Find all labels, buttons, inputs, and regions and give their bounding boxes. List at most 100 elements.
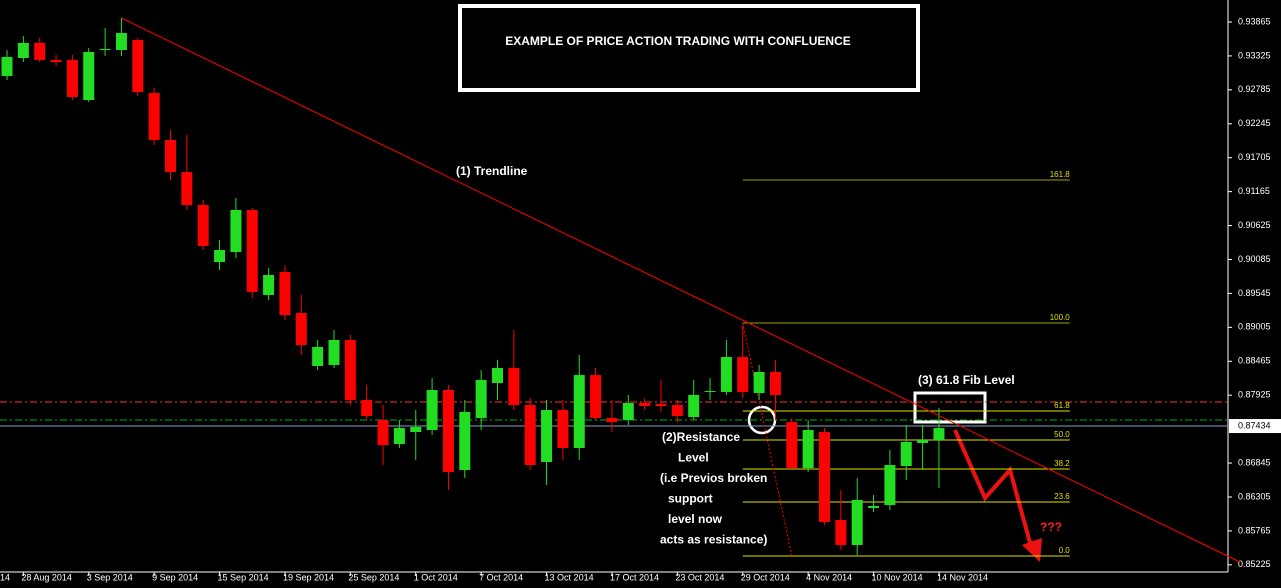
candle-body <box>148 92 160 140</box>
candle-body <box>426 389 438 431</box>
candle-body <box>442 389 454 472</box>
y-tick-label: 0.85765 <box>1238 525 1271 535</box>
trendline-label: (1) Trendline <box>456 164 528 178</box>
candle-body <box>639 402 651 407</box>
candle-body <box>295 313 307 345</box>
fib-label: 161.8 <box>1050 170 1071 179</box>
candle-body <box>246 209 258 292</box>
candle-body <box>344 339 356 400</box>
fib-highlight-box <box>913 391 987 424</box>
candle-body <box>819 432 830 522</box>
candle-body <box>933 427 945 440</box>
candle-body <box>34 42 46 61</box>
fib-label: 23.6 <box>1054 492 1070 501</box>
trendline <box>121 17 1241 563</box>
y-tick-label: 0.85225 <box>1238 559 1271 569</box>
candle-body <box>688 395 700 417</box>
candle-body <box>606 418 618 423</box>
x-tick-label: 23 Oct 2014 <box>675 572 724 582</box>
y-tick-label: 0.86845 <box>1238 457 1271 467</box>
candle-body <box>541 410 553 462</box>
candle-body <box>557 410 569 448</box>
candle-body <box>786 422 798 469</box>
y-tick-label: 0.91705 <box>1238 152 1271 162</box>
forecast-arrowhead <box>1022 538 1042 562</box>
candle-body <box>475 379 487 419</box>
resistance-note: Level <box>678 451 709 465</box>
candle-body <box>230 209 242 253</box>
x-tick-label: 9 Sep 2014 <box>152 572 198 582</box>
y-tick-label: 0.93865 <box>1238 16 1271 26</box>
resistance-note: support <box>668 492 713 506</box>
x-tick-label: 29 Oct 2014 <box>741 572 790 582</box>
candle-body <box>99 49 111 51</box>
candle-body <box>393 427 405 445</box>
current-price-label: 0.87434 <box>1238 420 1271 430</box>
candle-body <box>17 42 29 58</box>
candle-body <box>181 172 193 206</box>
fib-label: 0.0 <box>1059 546 1071 555</box>
candle-body <box>377 420 389 446</box>
candle-body <box>508 367 520 405</box>
candle-body <box>197 205 209 246</box>
candle-body <box>328 339 340 365</box>
x-tick-label: 13 Oct 2014 <box>545 572 594 582</box>
y-tick-label: 0.92245 <box>1238 118 1271 128</box>
candle-body <box>573 375 585 448</box>
candle-body <box>900 442 912 467</box>
y-tick-label: 0.86305 <box>1238 491 1271 501</box>
x-tick-label: 4 Nov 2014 <box>806 572 852 582</box>
candle-body <box>263 275 275 295</box>
fib-anchor <box>742 322 793 557</box>
resistance-note: (2)Resistance <box>662 430 740 444</box>
fib-label: 50.0 <box>1054 430 1070 439</box>
candle-body <box>590 375 602 419</box>
candle-body <box>524 404 536 466</box>
candle-body <box>132 40 144 92</box>
x-tick-label: 25 Sep 2014 <box>348 572 399 582</box>
candle-body <box>115 32 127 51</box>
forecast-arrow <box>953 429 1034 551</box>
y-tick-label: 0.88465 <box>1238 356 1271 366</box>
candle-body <box>622 402 634 421</box>
candle-body <box>753 372 765 393</box>
candle-body <box>279 271 291 316</box>
y-tick-label: 0.93325 <box>1238 50 1271 60</box>
x-tick-label: 28 Aug 2014 <box>21 572 72 582</box>
resistance-note: acts as resistance) <box>660 533 767 547</box>
candle-body <box>835 519 847 545</box>
candle-body <box>704 390 716 392</box>
current-price-box <box>1229 419 1281 434</box>
x-tick-label: 19 Sep 2014 <box>283 572 334 582</box>
candle-body <box>66 60 78 98</box>
candle-body <box>410 426 422 433</box>
fib-label: 100.0 <box>1050 313 1071 322</box>
candle-body <box>361 399 373 416</box>
x-tick-label: 7 Oct 2014 <box>479 572 523 582</box>
resistance-note: level now <box>668 512 723 526</box>
candle-body <box>884 465 896 506</box>
y-tick-label: 0.91165 <box>1238 186 1270 196</box>
candle-body <box>214 249 226 262</box>
y-tick-label: 0.87925 <box>1238 390 1271 400</box>
x-tick-label: 14 <box>0 572 10 582</box>
candle-body <box>769 372 781 396</box>
title-box <box>458 4 920 92</box>
candle-body <box>917 439 929 444</box>
x-tick-label: 15 Sep 2014 <box>218 572 269 582</box>
candle-body <box>868 505 880 508</box>
candle-body <box>50 60 62 63</box>
candle-body <box>165 139 176 173</box>
chart-title: EXAMPLE OF PRICE ACTION TRADING WITH CON… <box>505 34 851 48</box>
x-tick-label: 17 Oct 2014 <box>610 572 659 582</box>
candle-body <box>1 56 13 77</box>
fib-note: (3) 61.8 Fib Level <box>918 373 1015 387</box>
candle-body <box>312 347 324 366</box>
candle-body <box>802 430 814 469</box>
y-tick-label: 0.90085 <box>1238 254 1271 264</box>
candle-body <box>492 367 503 384</box>
candle-body <box>851 499 863 545</box>
candle-body <box>655 403 667 407</box>
